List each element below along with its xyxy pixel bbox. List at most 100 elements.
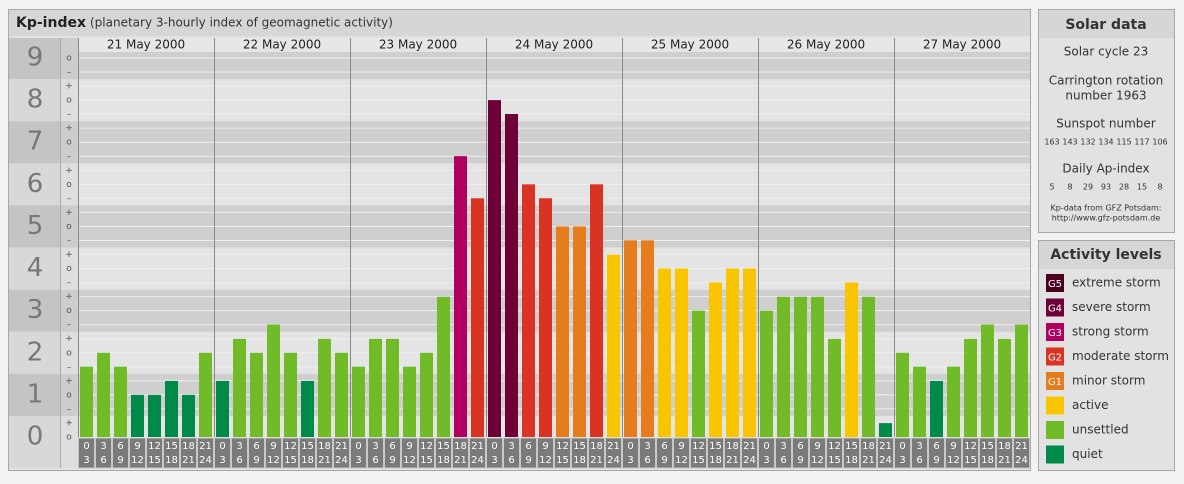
minor-label: + bbox=[65, 418, 73, 428]
hour-start: 21 bbox=[335, 441, 348, 452]
bar bbox=[471, 198, 484, 437]
bar bbox=[505, 114, 518, 437]
hour-start: 0 bbox=[83, 441, 89, 452]
hour-start: 12 bbox=[556, 441, 569, 452]
hour-start: 9 bbox=[814, 441, 820, 452]
hour-start: 3 bbox=[644, 441, 650, 452]
label-band bbox=[9, 415, 60, 468]
hour-start: 15 bbox=[301, 441, 314, 452]
hour-end: 3 bbox=[491, 455, 497, 466]
hour-end: 18 bbox=[573, 455, 586, 466]
hour-start: 9 bbox=[950, 441, 956, 452]
hour-start: 6 bbox=[933, 441, 939, 452]
hour-end: 21 bbox=[726, 455, 739, 466]
sunspot-numbers: 163 bbox=[1044, 138, 1059, 147]
hour-end: 12 bbox=[675, 455, 688, 466]
hour-start: 21 bbox=[743, 441, 756, 452]
bar bbox=[369, 338, 382, 437]
source-url: http://www.gfz-potsdam.de bbox=[1052, 214, 1161, 223]
ap-index: 28 bbox=[1119, 183, 1129, 192]
hour-cell bbox=[877, 437, 894, 469]
hour-end: 9 bbox=[797, 455, 803, 466]
label-band bbox=[9, 373, 60, 416]
ap-index: 93 bbox=[1101, 183, 1111, 192]
hour-start: 3 bbox=[916, 441, 922, 452]
hour-end: 6 bbox=[780, 455, 786, 466]
source: Kp-data from GFZ Potsdam: bbox=[1051, 204, 1162, 213]
minor-label: – bbox=[67, 236, 72, 246]
hour-cell bbox=[588, 437, 605, 469]
label-band bbox=[9, 79, 60, 122]
hour-end: 18 bbox=[845, 455, 858, 466]
hour-start: 3 bbox=[236, 441, 242, 452]
title-bar bbox=[9, 10, 1030, 36]
minor-band bbox=[60, 331, 78, 374]
day-header bbox=[214, 38, 350, 52]
bar bbox=[726, 268, 739, 437]
hour-start: 18 bbox=[726, 441, 739, 452]
minor-label: o bbox=[66, 306, 72, 316]
solar-cycle: Solar cycle 23 bbox=[1064, 45, 1149, 59]
hour-cell bbox=[996, 437, 1013, 469]
minor-label: o bbox=[66, 54, 72, 64]
minor-label: – bbox=[67, 278, 72, 288]
hour-start: 6 bbox=[253, 441, 259, 452]
level-label: strong storm bbox=[1072, 325, 1149, 339]
hour-end: 18 bbox=[709, 455, 722, 466]
y-tick-label: 7 bbox=[27, 127, 44, 157]
bar bbox=[981, 324, 994, 437]
day-label: 25 May 2000 bbox=[651, 38, 729, 52]
activity-title-bar bbox=[1039, 241, 1174, 269]
hour-cell bbox=[945, 437, 962, 469]
hour-end: 15 bbox=[556, 455, 569, 466]
hour-end: 15 bbox=[828, 455, 841, 466]
hour-end: 6 bbox=[508, 455, 514, 466]
bar bbox=[709, 282, 722, 437]
hour-start: 6 bbox=[389, 441, 395, 452]
bar bbox=[80, 366, 93, 437]
hour-end: 6 bbox=[916, 455, 922, 466]
minor-label: o bbox=[66, 390, 72, 400]
hour-cell bbox=[350, 437, 367, 469]
carrington: Carrington rotation bbox=[1049, 74, 1163, 88]
hour-end: 18 bbox=[301, 455, 314, 466]
level-swatch bbox=[1046, 274, 1064, 292]
day-header bbox=[894, 38, 1030, 52]
carrington: number 1963 bbox=[1065, 89, 1146, 103]
hour-cell bbox=[843, 437, 860, 469]
hour-start: 9 bbox=[542, 441, 548, 452]
hour-end: 18 bbox=[165, 455, 178, 466]
bar bbox=[777, 296, 790, 437]
hour-start: 21 bbox=[607, 441, 620, 452]
hour-start: 6 bbox=[797, 441, 803, 452]
bar bbox=[284, 352, 297, 437]
level-label: extreme storm bbox=[1072, 276, 1161, 290]
minor-band bbox=[60, 163, 78, 206]
minor-label: + bbox=[65, 82, 73, 92]
bar bbox=[760, 310, 773, 437]
hour-cell bbox=[707, 437, 724, 469]
hour-start: 3 bbox=[780, 441, 786, 452]
hour-end: 3 bbox=[763, 455, 769, 466]
hour-start: 9 bbox=[406, 441, 412, 452]
hour-end: 3 bbox=[355, 455, 361, 466]
bar bbox=[964, 338, 977, 437]
hour-cell bbox=[605, 437, 622, 469]
level-swatch bbox=[1046, 347, 1064, 366]
hour-end: 3 bbox=[83, 455, 89, 466]
hour-cell bbox=[180, 437, 197, 469]
bar bbox=[165, 380, 178, 437]
minor-label: – bbox=[67, 320, 72, 330]
hour-cell bbox=[928, 437, 945, 469]
hour-cell bbox=[860, 437, 877, 469]
level-label: moderate storm bbox=[1072, 349, 1169, 363]
level-swatch bbox=[1046, 298, 1064, 317]
minor-label: + bbox=[65, 166, 73, 176]
hour-cell bbox=[520, 437, 537, 469]
hour-start: 21 bbox=[471, 441, 484, 452]
bar bbox=[743, 268, 756, 437]
sunspot-numbers: 117 bbox=[1134, 138, 1149, 147]
hour-end: 24 bbox=[335, 455, 348, 466]
minor-label: o bbox=[66, 222, 72, 232]
